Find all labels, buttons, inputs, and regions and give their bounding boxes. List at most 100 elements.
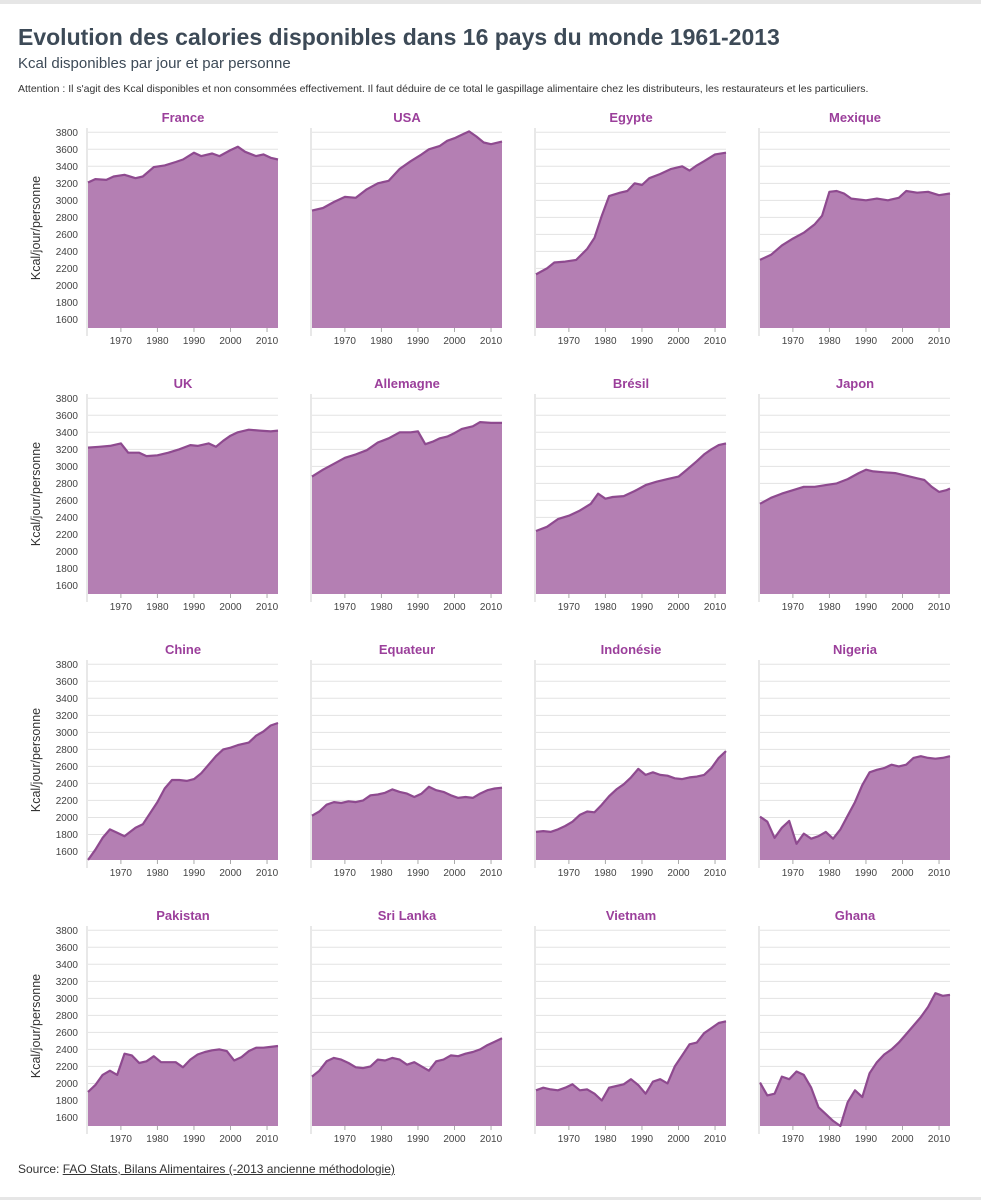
area-chine [88, 723, 278, 860]
chart-header: Evolution des calories disponibles dans … [18, 22, 963, 96]
chart-footer: Source: FAO Stats, Bilans Alimentaires (… [18, 1162, 395, 1176]
x-tick-label: 1980 [146, 868, 169, 879]
x-tick-label: 1980 [594, 336, 617, 347]
y-tick-label: 3800 [56, 128, 79, 139]
x-tick-label: 1980 [594, 1134, 617, 1145]
x-tick-label: 1990 [855, 336, 878, 347]
y-tick-label: 1600 [56, 1113, 79, 1124]
y-tick-label: 2400 [56, 247, 79, 258]
source-label: Source: [18, 1162, 63, 1176]
panel-title: Equateur [379, 642, 435, 657]
chart-note: Attention : Il s'agit des Kcal disponibl… [18, 83, 869, 95]
source-link[interactable]: FAO Stats, Bilans Alimentaires (-2013 an… [62, 1162, 395, 1176]
panel-br-sil: Brésil 1970 1980 1990 2000 2010 [534, 376, 727, 613]
x-tick-label: 1990 [183, 602, 206, 613]
x-tick-label: 1990 [855, 868, 878, 879]
panel-title: Vietnam [606, 908, 656, 923]
line-sri-lanka [311, 1037, 503, 1078]
x-tick-label: 2000 [667, 868, 690, 879]
x-tick-label: 1980 [818, 1134, 841, 1145]
x-tick-label: 1970 [334, 868, 357, 879]
y-tick-label: 3400 [56, 694, 79, 705]
line-ghana [759, 992, 951, 1128]
y-tick-label: 2600 [56, 496, 79, 507]
x-tick-label: 1990 [407, 868, 430, 879]
y-tick-label: 2000 [56, 1079, 79, 1090]
area-japon [760, 469, 950, 594]
x-tick-label: 1980 [818, 868, 841, 879]
area-sri-lanka [312, 1038, 502, 1126]
panel-uk: UK 1600 1800 2000 2200 2400 2600 2800 3000 3200 34… [29, 376, 279, 613]
line-indon-sie [535, 750, 727, 833]
y-tick-label: 1800 [56, 830, 79, 841]
x-tick-label: 2000 [667, 1134, 690, 1145]
x-tick-label: 1990 [631, 602, 654, 613]
x-tick-label: 2000 [443, 1134, 466, 1145]
area-france [88, 146, 278, 328]
x-tick-label: 2010 [480, 602, 503, 613]
y-tick-label: 2400 [56, 779, 79, 790]
panel-title: Allemagne [374, 376, 440, 391]
x-tick-label: 2000 [443, 868, 466, 879]
y-tick-label: 3000 [56, 196, 79, 207]
y-tick-label: 3600 [56, 677, 79, 688]
y-tick-label: 3400 [56, 960, 79, 971]
panel-equateur: Equateur 1970 1980 1990 2000 2010 [310, 642, 503, 879]
x-tick-label: 1980 [818, 336, 841, 347]
line-vietnam [535, 1020, 727, 1102]
y-tick-label: 2000 [56, 281, 79, 292]
y-tick-label: 3800 [56, 660, 79, 671]
area-nigeria [760, 756, 950, 860]
line-pakistan [87, 1044, 279, 1093]
y-tick-label: 1800 [56, 1096, 79, 1107]
x-tick-label: 1980 [370, 336, 393, 347]
x-tick-label: 2010 [480, 336, 503, 347]
y-tick-label: 2200 [56, 530, 79, 541]
x-tick-label: 2000 [219, 868, 242, 879]
line-mexique [759, 189, 951, 261]
panel-title: Mexique [829, 110, 881, 125]
x-tick-label: 2010 [928, 336, 951, 347]
x-tick-label: 1970 [110, 602, 133, 613]
y-tick-label: 1800 [56, 298, 79, 309]
panel-allemagne: Allemagne 1970 1980 1990 2000 2010 [310, 376, 503, 613]
x-tick-label: 2010 [928, 1134, 951, 1145]
y-tick-label: 3800 [56, 926, 79, 937]
x-tick-label: 1980 [146, 602, 169, 613]
x-tick-label: 1990 [183, 868, 206, 879]
panel-title: Nigeria [833, 642, 878, 657]
panel-title: Indonésie [601, 642, 662, 657]
panel-indon-sie: Indonésie 1970 1980 1990 2000 2010 [534, 642, 727, 879]
x-tick-label: 2010 [704, 868, 727, 879]
line-chine [87, 721, 279, 861]
x-tick-label: 2000 [891, 336, 914, 347]
x-tick-label: 1970 [782, 868, 805, 879]
area-br-sil [536, 443, 726, 594]
x-tick-label: 2010 [928, 868, 951, 879]
panel-title: Brésil [613, 376, 649, 391]
y-tick-label: 2600 [56, 762, 79, 773]
x-tick-label: 1980 [370, 602, 393, 613]
x-tick-label: 1980 [818, 602, 841, 613]
x-tick-label: 1980 [370, 1134, 393, 1145]
bottom-border [0, 1197, 981, 1200]
area-ghana [760, 993, 950, 1126]
x-tick-label: 1970 [782, 602, 805, 613]
x-tick-label: 2000 [667, 336, 690, 347]
chart-title: Evolution des calories disponibles dans … [18, 24, 780, 50]
y-tick-label: 3400 [56, 162, 79, 173]
x-tick-label: 1970 [110, 868, 133, 879]
x-tick-label: 1990 [631, 336, 654, 347]
y-axis-title: Kcal/jour/personne [29, 442, 43, 546]
line-nigeria [759, 755, 951, 845]
area-pakistan [88, 1046, 278, 1126]
panel-title: Chine [165, 642, 201, 657]
x-tick-label: 2000 [219, 1134, 242, 1145]
y-tick-label: 1600 [56, 581, 79, 592]
x-tick-label: 1990 [855, 602, 878, 613]
y-tick-label: 3000 [56, 994, 79, 1005]
y-tick-label: 2800 [56, 745, 79, 756]
y-tick-label: 1800 [56, 564, 79, 575]
x-tick-label: 2010 [704, 336, 727, 347]
y-tick-label: 2400 [56, 513, 79, 524]
